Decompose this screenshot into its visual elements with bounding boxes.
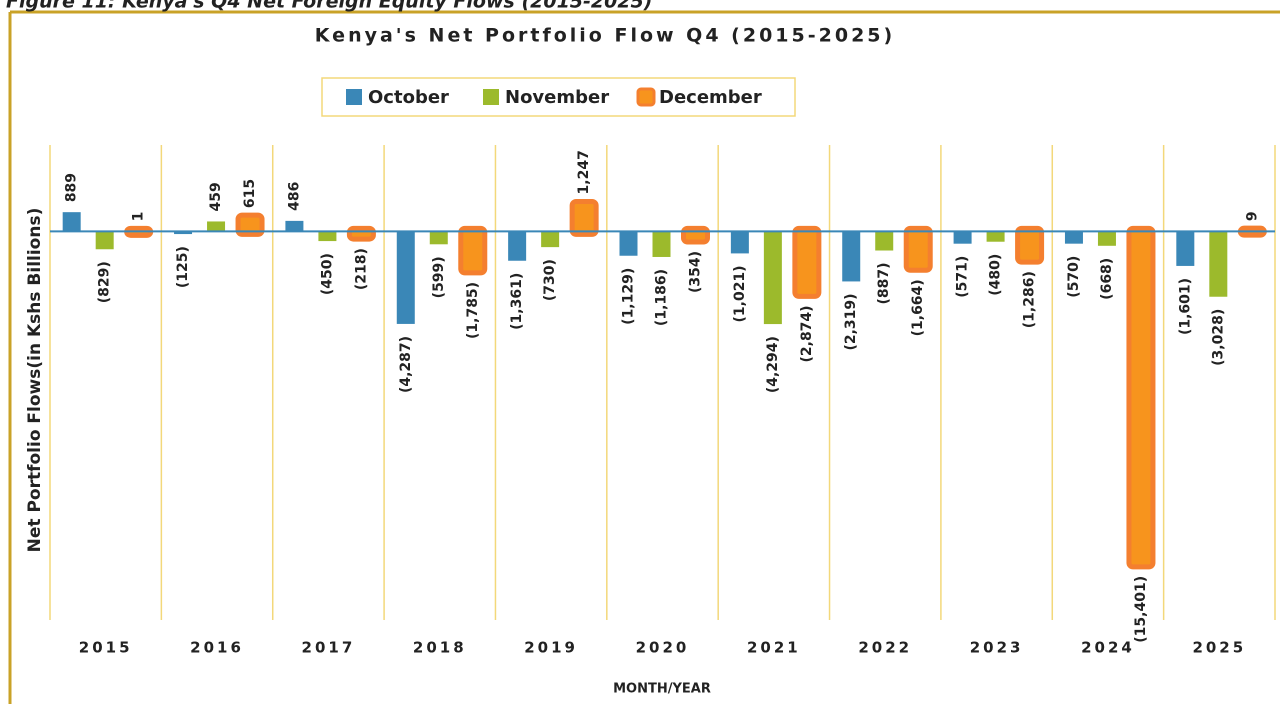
x-tick-label: 2021 (747, 639, 801, 657)
data-label: (354) (688, 251, 704, 293)
bar (62, 212, 81, 232)
x-tick-label: 2017 (302, 639, 356, 657)
bar (1015, 225, 1045, 265)
data-label: (1,785) (465, 282, 481, 339)
bar (1126, 225, 1156, 570)
bar (174, 231, 193, 235)
data-label: 889 (64, 173, 80, 202)
bar (95, 231, 114, 250)
data-label: (218) (353, 248, 369, 290)
data-label: (1,664) (910, 279, 926, 336)
bar (903, 225, 933, 273)
data-label: (2,319) (843, 293, 859, 350)
bar (569, 198, 599, 237)
data-label: (4,294) (765, 336, 781, 393)
data-label: (1,021) (732, 265, 748, 322)
legend-swatch (483, 89, 499, 105)
x-tick-label: 2019 (524, 639, 578, 657)
legend-swatch (636, 87, 656, 107)
x-tick-label: 2023 (970, 639, 1024, 657)
data-label: 1 (131, 212, 147, 222)
data-label: 486 (286, 182, 302, 211)
data-label: (1,601) (1177, 278, 1193, 335)
bar (1176, 231, 1195, 266)
data-label: (1,361) (509, 273, 525, 330)
x-tick-label: 2024 (1081, 639, 1135, 657)
data-label: (1,129) (621, 268, 637, 325)
data-label: 1,247 (576, 150, 592, 194)
bar (652, 231, 671, 257)
bar (953, 231, 972, 244)
bar (346, 225, 376, 242)
data-label: (450) (319, 253, 335, 295)
bar (458, 225, 488, 276)
data-label: (4,287) (398, 336, 414, 393)
data-label: (571) (955, 256, 971, 298)
legend-swatch (346, 89, 362, 105)
data-label: (3,028) (1210, 309, 1226, 366)
legend-label: December (659, 87, 762, 108)
bar (763, 231, 782, 325)
data-label: 459 (208, 182, 224, 211)
bar (1064, 231, 1083, 244)
x-tick-label: 2016 (190, 639, 244, 657)
bar (235, 212, 265, 237)
legend-box (321, 77, 796, 117)
legend-label: November (505, 87, 609, 108)
y-axis-title: Net Portfolio Flows(in Kshs Billions) (25, 208, 45, 553)
data-label: (1,186) (654, 269, 670, 326)
bar (986, 231, 1005, 242)
data-label: (2,874) (799, 305, 815, 362)
bar (1209, 231, 1228, 297)
chart-title: Kenya's Net Portfolio Flow Q4 (2015-2025… (315, 25, 895, 47)
bar (508, 231, 527, 261)
data-label: (887) (876, 263, 892, 305)
figure-caption: Figure 11: Kenya's Q4 Net Foreign Equity… (6, 0, 652, 13)
x-tick-label: 2018 (413, 639, 467, 657)
x-tick-label: 2025 (1192, 639, 1246, 657)
bar (429, 231, 448, 245)
data-label: (668) (1099, 258, 1115, 300)
data-label: (125) (175, 246, 191, 288)
data-label: (829) (97, 261, 113, 303)
bar (396, 231, 415, 324)
bar (318, 231, 337, 242)
bar (619, 231, 638, 256)
data-label: 615 (242, 179, 258, 208)
data-label: (730) (542, 259, 558, 301)
bar (541, 231, 560, 248)
data-label: (570) (1066, 256, 1082, 298)
bar (1097, 231, 1116, 246)
data-label: (15,401) (1133, 576, 1149, 643)
data-label: (480) (988, 254, 1004, 296)
x-axis-title: MONTH/YEAR (613, 682, 711, 697)
x-tick-label: 2015 (79, 639, 133, 657)
bar (207, 221, 226, 232)
bar (842, 231, 861, 282)
data-label: (599) (431, 256, 447, 298)
bar (730, 231, 749, 254)
x-tick-label: 2020 (636, 639, 690, 657)
data-label: (1,286) (1022, 271, 1038, 328)
x-tick-label: 2022 (858, 639, 912, 657)
bar (875, 231, 894, 251)
data-label: 9 (1244, 211, 1260, 221)
legend-label: October (368, 87, 449, 108)
bar (792, 225, 822, 299)
bar (285, 220, 304, 232)
